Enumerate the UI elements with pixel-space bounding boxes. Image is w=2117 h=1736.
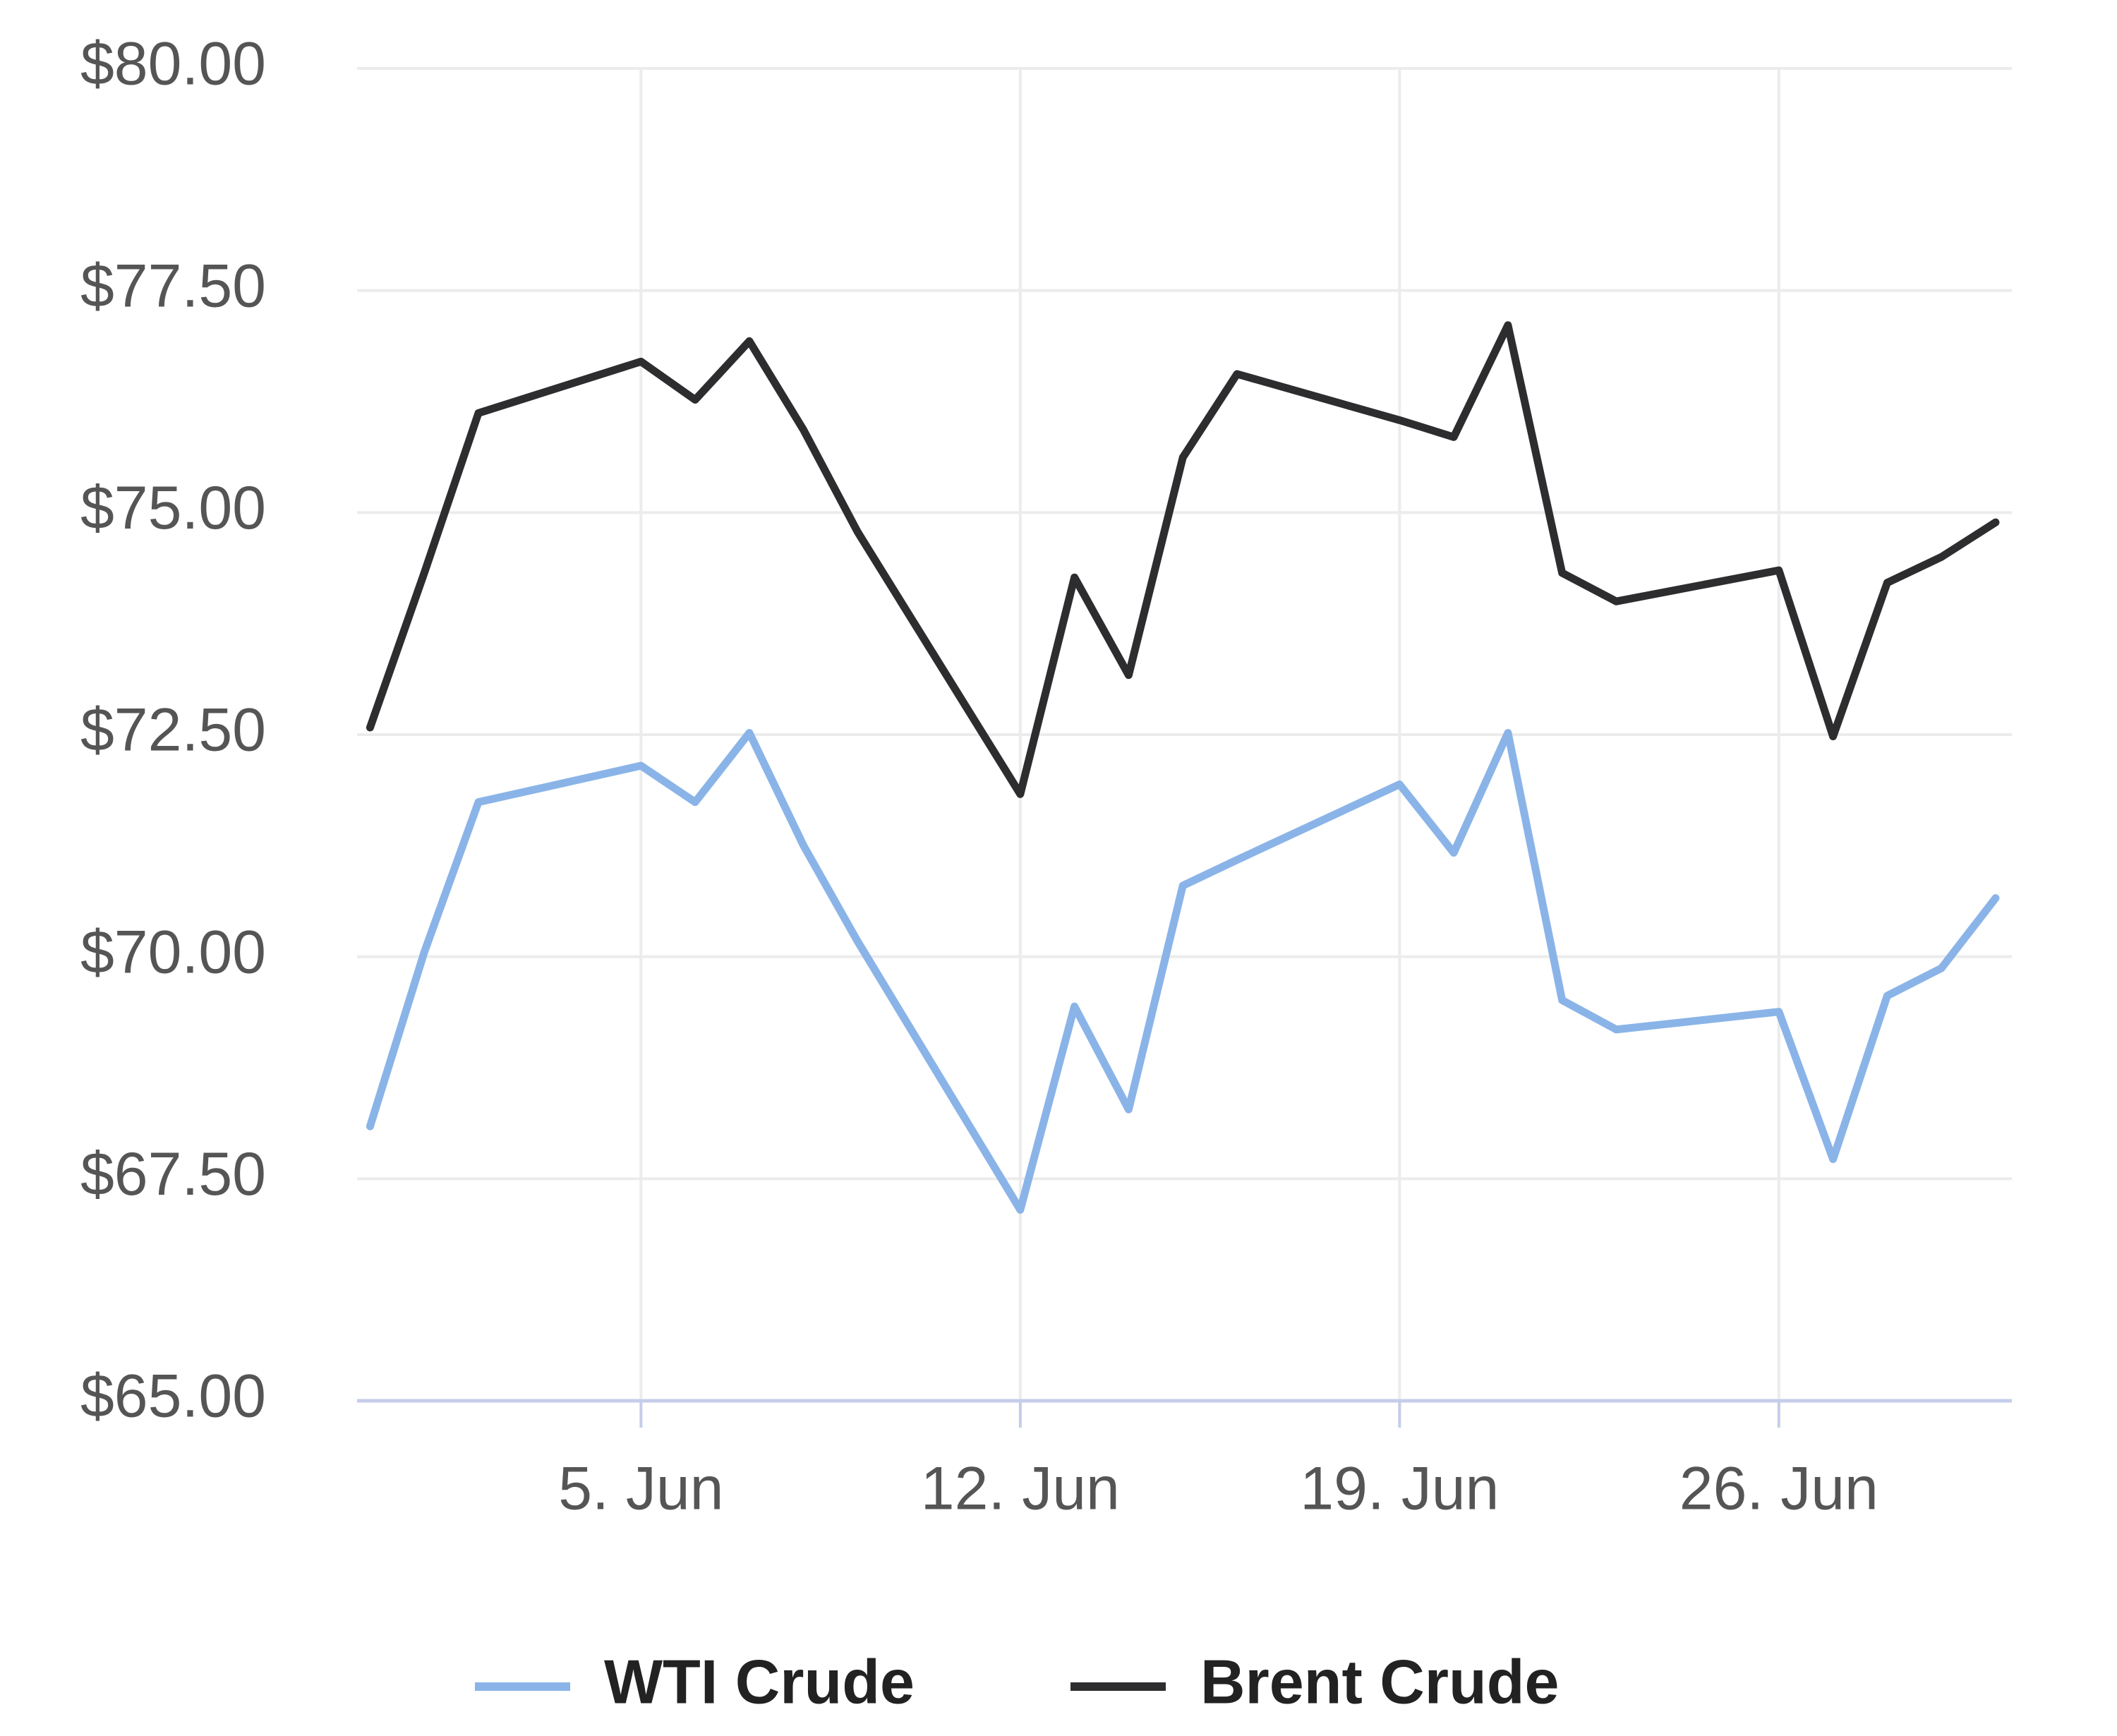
y-tick-label: $70.00 (80, 918, 266, 986)
y-tick-label: $77.50 (80, 252, 266, 320)
y-tick-label: $72.50 (80, 697, 266, 764)
y-tick-label: $67.50 (80, 1140, 266, 1208)
x-tick-label: 19. Jun (1300, 1455, 1499, 1523)
line-series (366, 728, 2000, 1214)
y-tick-label: $75.00 (80, 474, 266, 542)
y-tick-label: $80.00 (80, 30, 266, 98)
legend-label: Brent Crude (1200, 1646, 1560, 1716)
legend-label: WTI Crude (604, 1646, 915, 1716)
x-tick-label: 26. Jun (1679, 1455, 1878, 1523)
line-series (366, 321, 2000, 798)
x-tick-label: 5. Jun (558, 1455, 723, 1523)
x-tick-label: 12. Jun (921, 1455, 1120, 1523)
y-tick-label: $65.00 (80, 1363, 266, 1430)
